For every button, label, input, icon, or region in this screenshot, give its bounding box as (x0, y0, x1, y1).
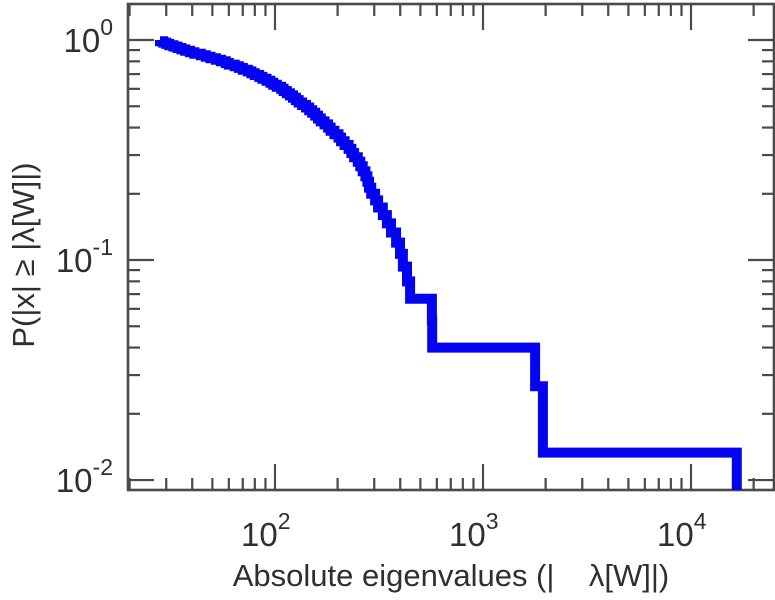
y-tick-label: 100 (63, 14, 113, 59)
y-tick-label: 10-1 (56, 234, 113, 279)
x-tick-label: 102 (241, 508, 291, 553)
y-axis-title: P(|x| ≥ |λ[W]|) (6, 162, 41, 348)
x-tick-label: 103 (449, 508, 499, 553)
y-tick-label: 10-2 (56, 454, 113, 499)
plot-border (126, 2, 775, 492)
x-axis-title: Absolute eigenvalues (| λ[W]|) (232, 558, 670, 593)
ccdf-curve (155, 36, 742, 490)
x-tick-label: 104 (657, 508, 707, 553)
